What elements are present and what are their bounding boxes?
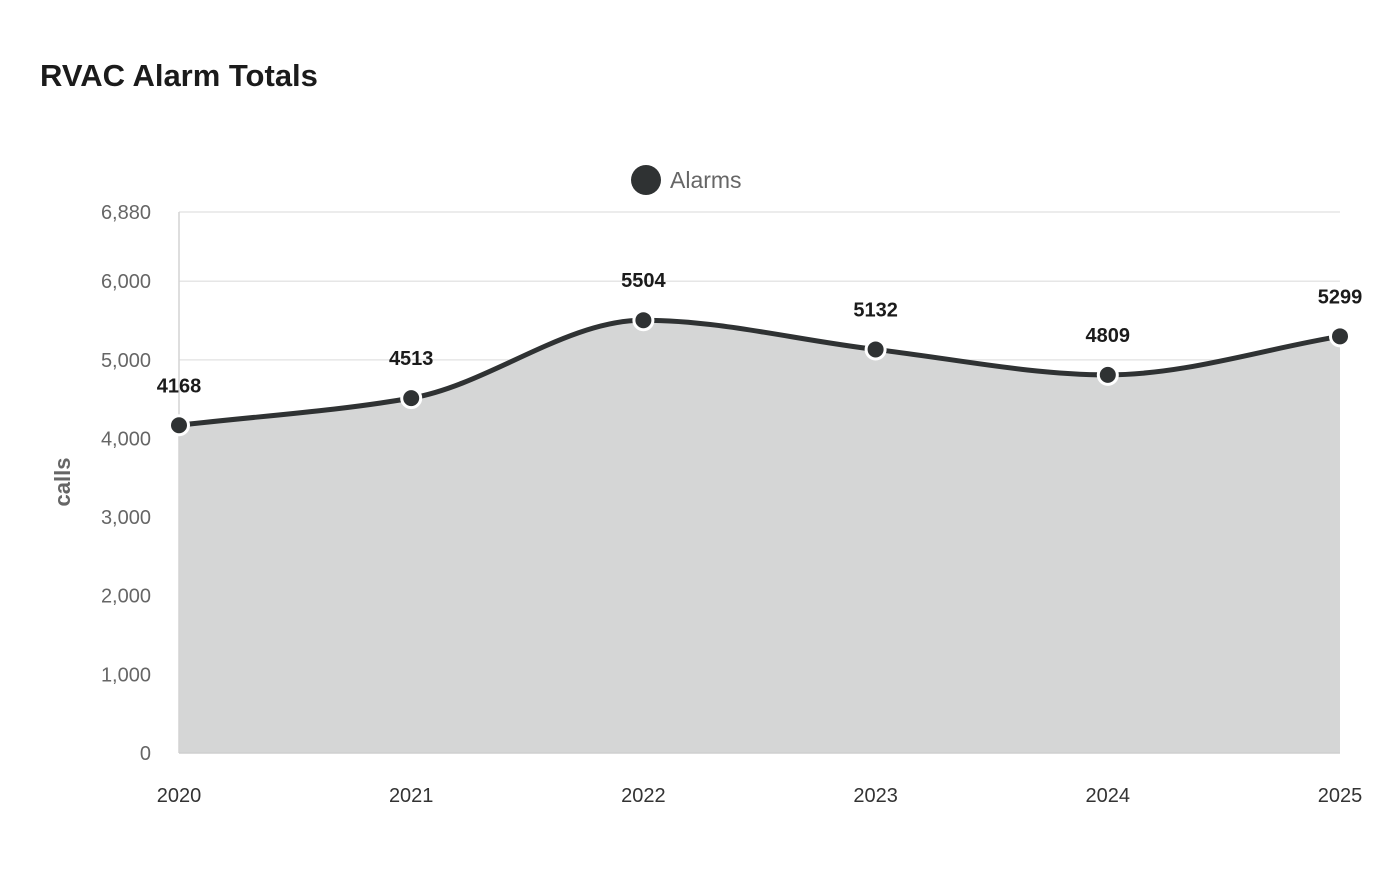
x-tick-label: 2022 bbox=[621, 785, 666, 807]
y-tick-label: 3,000 bbox=[101, 507, 151, 529]
y-tick-label: 5,000 bbox=[101, 350, 151, 372]
data-point[interactable] bbox=[1329, 325, 1351, 348]
y-tick-label: 2,000 bbox=[101, 586, 151, 608]
data-point[interactable] bbox=[400, 387, 423, 410]
series-line-layer bbox=[176, 317, 1343, 428]
y-tick-label: 1,000 bbox=[101, 664, 151, 686]
x-tick-label: 2024 bbox=[1086, 785, 1131, 807]
data-label: 4513 bbox=[389, 348, 434, 370]
x-tick-label: 2021 bbox=[389, 785, 434, 807]
x-tick-label: 2025 bbox=[1318, 785, 1363, 807]
legend[interactable]: Alarms bbox=[631, 165, 742, 195]
series-area-alarms bbox=[179, 320, 1340, 753]
data-label: 4168 bbox=[157, 375, 202, 397]
x-tick-label: 2023 bbox=[853, 785, 898, 807]
data-label: 5504 bbox=[621, 270, 666, 292]
legend-marker-alarms[interactable] bbox=[631, 165, 661, 195]
chart-title: RVAC Alarm Totals bbox=[40, 58, 318, 93]
data-label: 5299 bbox=[1318, 286, 1363, 308]
x-tick-label: 2020 bbox=[157, 785, 202, 807]
axes: 0 1,000 2,000 3,000 4,000 5,000 6,000 6,880 2020… bbox=[101, 202, 1362, 807]
y-tick-label: 6,880 bbox=[101, 202, 151, 224]
data-point[interactable] bbox=[632, 309, 655, 332]
data-label: 4809 bbox=[1086, 325, 1131, 347]
data-labels: 4168 4513 5504 5132 4809 5299 bbox=[157, 270, 1363, 397]
data-point[interactable] bbox=[168, 414, 190, 437]
data-point[interactable] bbox=[1096, 363, 1119, 386]
area-layer bbox=[179, 320, 1340, 753]
y-tick-label: 4,000 bbox=[101, 428, 151, 450]
series-line-alarms bbox=[176, 317, 1343, 428]
y-tick-label: 0 bbox=[140, 743, 151, 765]
data-label: 5132 bbox=[853, 299, 898, 321]
data-point[interactable] bbox=[864, 338, 887, 361]
y-axis-title: calls bbox=[50, 458, 75, 507]
y-tick-label: 6,000 bbox=[101, 271, 151, 293]
legend-label-alarms[interactable]: Alarms bbox=[670, 167, 742, 193]
data-points bbox=[168, 309, 1351, 437]
